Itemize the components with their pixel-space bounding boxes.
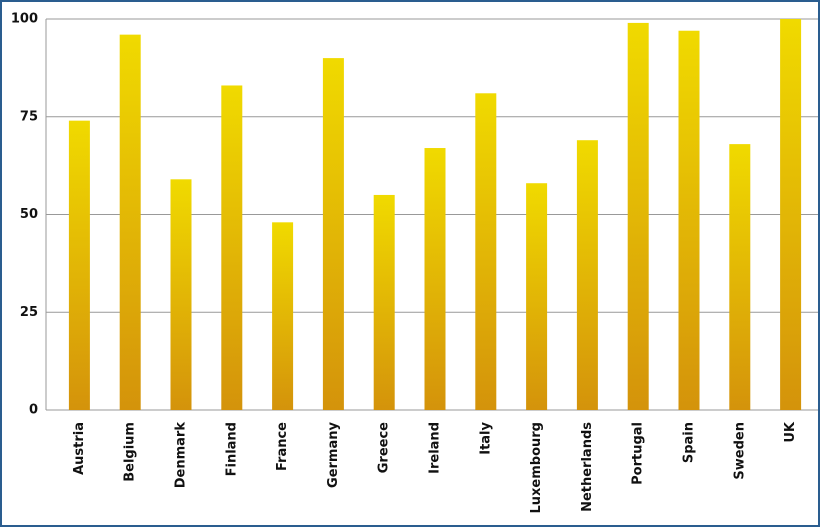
bar (373, 194, 395, 410)
x-tick-label: Ireland (428, 422, 443, 474)
bar (221, 85, 243, 410)
y-tick-label: 0 (29, 403, 38, 418)
x-tick-label: Portugal (631, 422, 646, 485)
x-tick-label: Netherlands (580, 422, 595, 512)
x-tick-label: Italy (478, 421, 493, 454)
bar (322, 58, 344, 410)
y-tick-label: 25 (20, 305, 38, 320)
x-tick-label: Luxembourg (529, 422, 544, 514)
bar (576, 140, 598, 410)
bar (475, 93, 497, 410)
y-tick-label: 50 (20, 207, 38, 222)
y-tick-label: 75 (20, 109, 38, 124)
x-tick-label: France (275, 422, 290, 471)
bar (424, 148, 446, 410)
bar (526, 183, 548, 410)
bar (780, 19, 802, 410)
bar (272, 222, 294, 410)
x-tick-label: Belgium (123, 422, 138, 482)
bar (678, 30, 700, 410)
bar (627, 22, 649, 410)
x-tick-label: Finland (224, 422, 239, 476)
bar (68, 120, 90, 410)
bar (729, 144, 751, 410)
x-tick-label: Spain (682, 422, 697, 463)
bar (119, 34, 141, 410)
x-tick-label: UK (783, 421, 798, 443)
x-tick-label: Sweden (732, 422, 747, 480)
x-tick-label: Germany (326, 421, 341, 487)
x-tick-label: Greece (377, 422, 392, 473)
y-tick-label: 100 (11, 12, 38, 27)
x-tick-label: Denmark (174, 422, 189, 489)
bar (170, 179, 192, 410)
x-tick-label: Austria (72, 422, 87, 475)
